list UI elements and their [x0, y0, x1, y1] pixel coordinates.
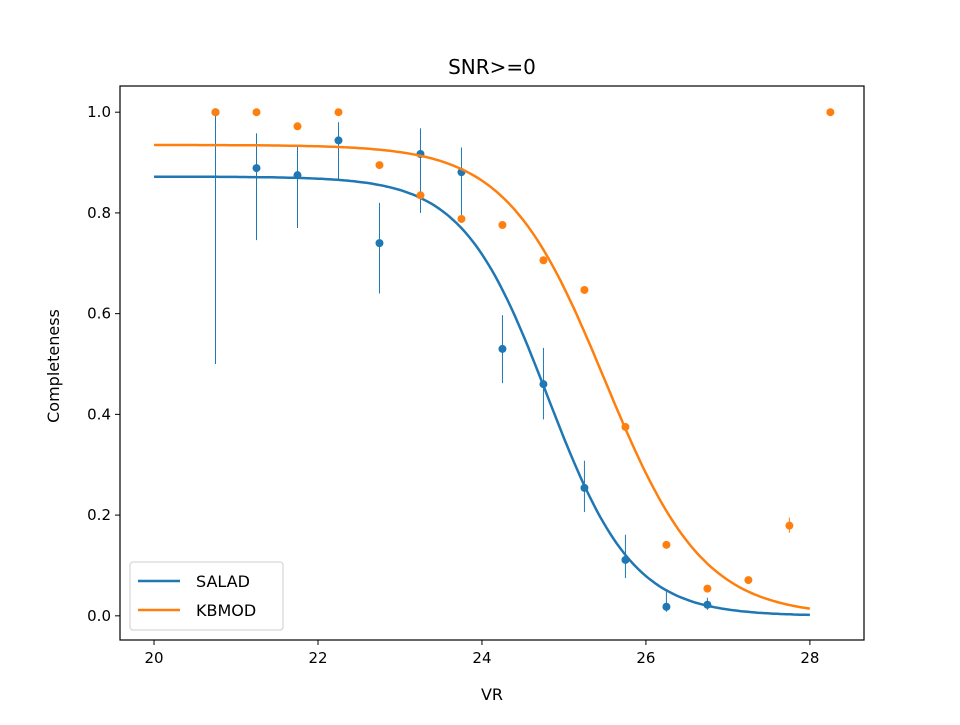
y-tick-label: 0.0 — [87, 607, 111, 625]
plot-frame — [119, 85, 865, 641]
legend-label-salad: SALAD — [196, 572, 250, 591]
x-tick-label: 24 — [472, 649, 491, 667]
data-point-kbmod — [457, 214, 466, 223]
data-point-salad — [375, 239, 384, 248]
y-tick-label: 0.6 — [87, 305, 111, 323]
data-point-salad — [580, 483, 589, 492]
legend-label-kbmod: KBMOD — [196, 601, 256, 620]
data-point-kbmod — [785, 521, 794, 530]
data-point-salad — [334, 136, 343, 145]
legend-box — [129, 561, 284, 631]
data-point-kbmod — [252, 108, 261, 117]
x-tick-label: 20 — [144, 649, 163, 667]
data-point-kbmod — [662, 540, 671, 549]
data-point-kbmod — [293, 122, 302, 131]
data-point-salad — [703, 600, 712, 609]
chart-title: SNR>=0 — [448, 55, 536, 79]
legend: SALAD KBMOD — [129, 561, 284, 631]
data-point-kbmod — [826, 108, 835, 117]
data-point-kbmod — [211, 108, 220, 117]
data-point-salad — [662, 602, 671, 611]
data-point-kbmod — [539, 256, 548, 265]
data-point-salad — [621, 555, 630, 564]
data-point-kbmod — [744, 576, 753, 585]
x-tick-label: 28 — [800, 649, 819, 667]
data-point-kbmod — [621, 422, 630, 431]
y-tick-label: 0.8 — [87, 204, 111, 222]
fit-curve-salad — [154, 175, 810, 617]
data-point-kbmod — [498, 221, 507, 230]
data-point-kbmod — [580, 285, 589, 294]
x-tick-label: 22 — [308, 649, 327, 667]
fit-curve-kbmod — [154, 143, 811, 610]
data-point-salad — [539, 380, 548, 389]
y-tick-label: 0.2 — [87, 506, 111, 524]
x-tick-label: 26 — [636, 649, 655, 667]
y-tick-label: 0.4 — [87, 405, 111, 423]
data-point-salad — [252, 164, 261, 173]
data-point-kbmod — [334, 108, 343, 117]
data-point-kbmod — [375, 161, 384, 170]
x-axis-label: VR — [481, 685, 503, 704]
data-point-kbmod — [416, 191, 425, 200]
data-point-salad — [293, 171, 302, 180]
y-axis-label: Completeness — [44, 309, 63, 423]
y-tick-label: 1.0 — [87, 103, 111, 121]
data-point-kbmod — [703, 584, 712, 593]
data-point-salad — [498, 344, 507, 353]
